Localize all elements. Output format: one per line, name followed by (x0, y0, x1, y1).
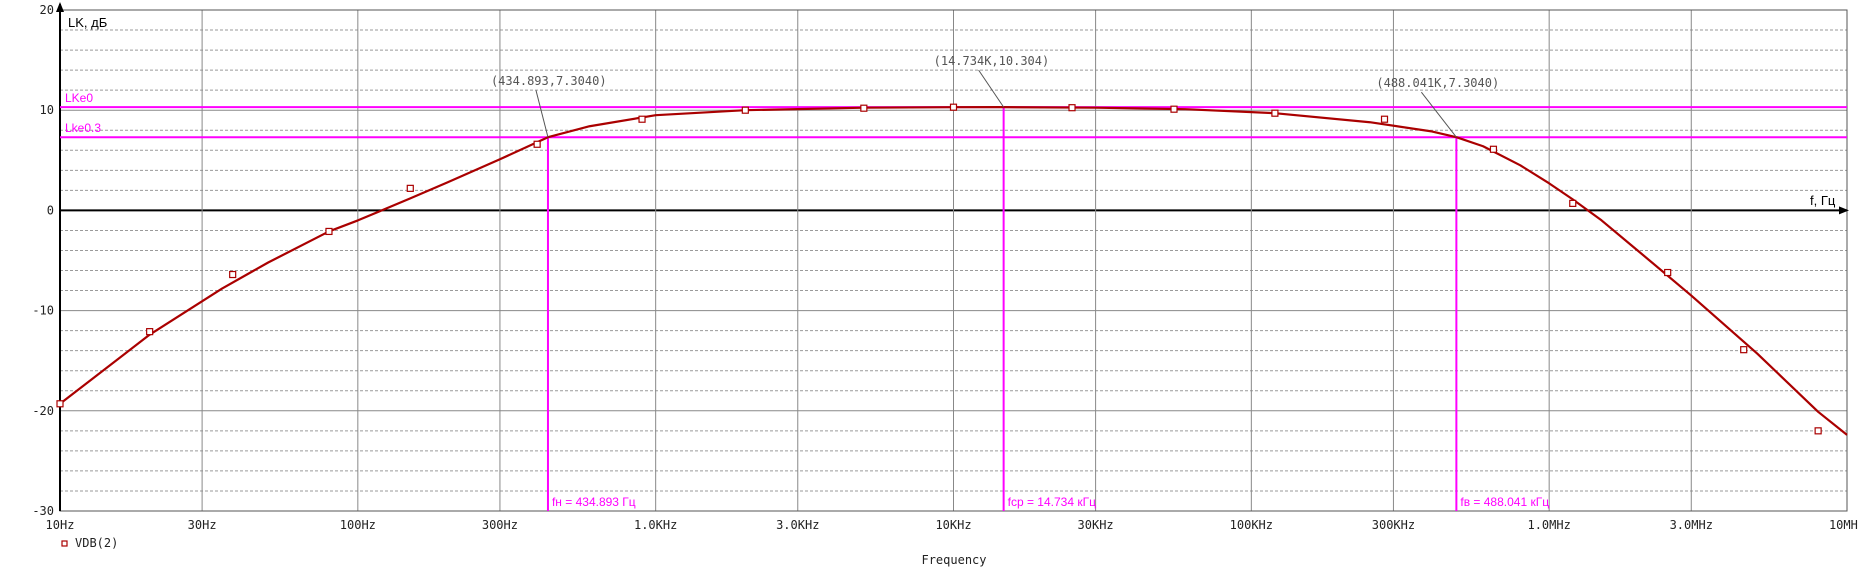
x-tick-label: 1.0KHz (634, 518, 677, 532)
data-point-marker (56, 400, 64, 408)
y-tick-labels: -30 -20 -10 0 10 20 (32, 3, 54, 518)
y-axis-arrow (56, 2, 64, 12)
y-tick-label: 10 (40, 103, 54, 117)
x-tick-label: 3.0MHz (1670, 518, 1713, 532)
series-line-vdb2 (59, 106, 1848, 436)
legend: VDB(2) (61, 536, 118, 550)
data-point-marker (533, 140, 541, 148)
y-tick-label: 20 (40, 3, 54, 17)
data-point-marker (1380, 115, 1389, 123)
annotation-leader (1420, 91, 1457, 138)
x-axis-end-label: f, Гц (1810, 193, 1836, 208)
y-tick-label: -10 (32, 304, 54, 318)
x-axis-arrow (1839, 206, 1849, 215)
annotation-leader (978, 69, 1005, 108)
reference-hline-label: LKe0 (65, 91, 93, 105)
x-tick-labels: 10Hz 30Hz 100Hz 300Hz 1.0KHz 3.0KHz 10KHz 30KHz… (46, 518, 1858, 532)
legend-entry: VDB(2) (75, 536, 118, 550)
series-layer (56, 103, 1848, 436)
data-point-marker (406, 184, 414, 192)
data-point-marker (1068, 104, 1076, 112)
reference-vline-label: fв = 488.041 кГц (1460, 495, 1549, 509)
data-point-marker (638, 115, 646, 123)
data-point-marker (229, 270, 237, 279)
x-tick-label: 30Hz (188, 518, 217, 532)
y-tick-label: -30 (32, 504, 54, 518)
y-tick-label: -20 (32, 404, 54, 418)
reference-hline-label: Lke0.3 (65, 121, 101, 135)
annotation-label: (488.041K,7.3040) (1376, 76, 1499, 90)
x-axis-title: Frequency (921, 553, 986, 567)
reference-vline-label: fн = 434.893 Гц (552, 495, 636, 509)
legend-marker (61, 540, 68, 547)
y-axis-label: LK, дБ (68, 15, 107, 30)
x-tick-label: 10MHz (1829, 518, 1858, 532)
x-tick-label: 10KHz (935, 518, 971, 532)
data-point-marker (1664, 268, 1672, 277)
cursor-annotations: (434.893,7.3040) (14.734K,10.304) (488.041… (491, 54, 1499, 138)
data-point-marker (860, 104, 868, 112)
data-point-marker (1271, 109, 1279, 117)
data-point-marker (1569, 199, 1577, 207)
x-tick-label: 3.0KHz (776, 518, 819, 532)
axes (56, 2, 1849, 512)
y-tick-label: 0 (47, 203, 54, 217)
annotation-label: (14.734K,10.304) (934, 54, 1050, 68)
x-tick-label: 1.0MHz (1527, 518, 1570, 532)
data-point-marker (325, 227, 333, 236)
data-point-marker (146, 328, 154, 336)
data-point-marker (1170, 105, 1178, 113)
annotation-leader (535, 90, 549, 138)
x-tick-label: 300KHz (1372, 518, 1415, 532)
reference-vline-label: fср = 14.734 кГц (1008, 495, 1096, 509)
data-point-marker (1814, 427, 1822, 435)
data-point-marker (949, 103, 958, 111)
annotation-label: (434.893,7.3040) (491, 74, 607, 88)
x-tick-label: 100Hz (340, 518, 376, 532)
major-gridlines (59, 9, 1848, 512)
data-point-marker (1740, 346, 1748, 354)
x-tick-label: 100KHz (1230, 518, 1273, 532)
x-tick-label: 300Hz (482, 518, 518, 532)
x-tick-label: 10Hz (46, 518, 75, 532)
data-point-marker (741, 106, 749, 114)
data-point-marker (1489, 145, 1498, 153)
x-tick-label: 30KHz (1078, 518, 1114, 532)
